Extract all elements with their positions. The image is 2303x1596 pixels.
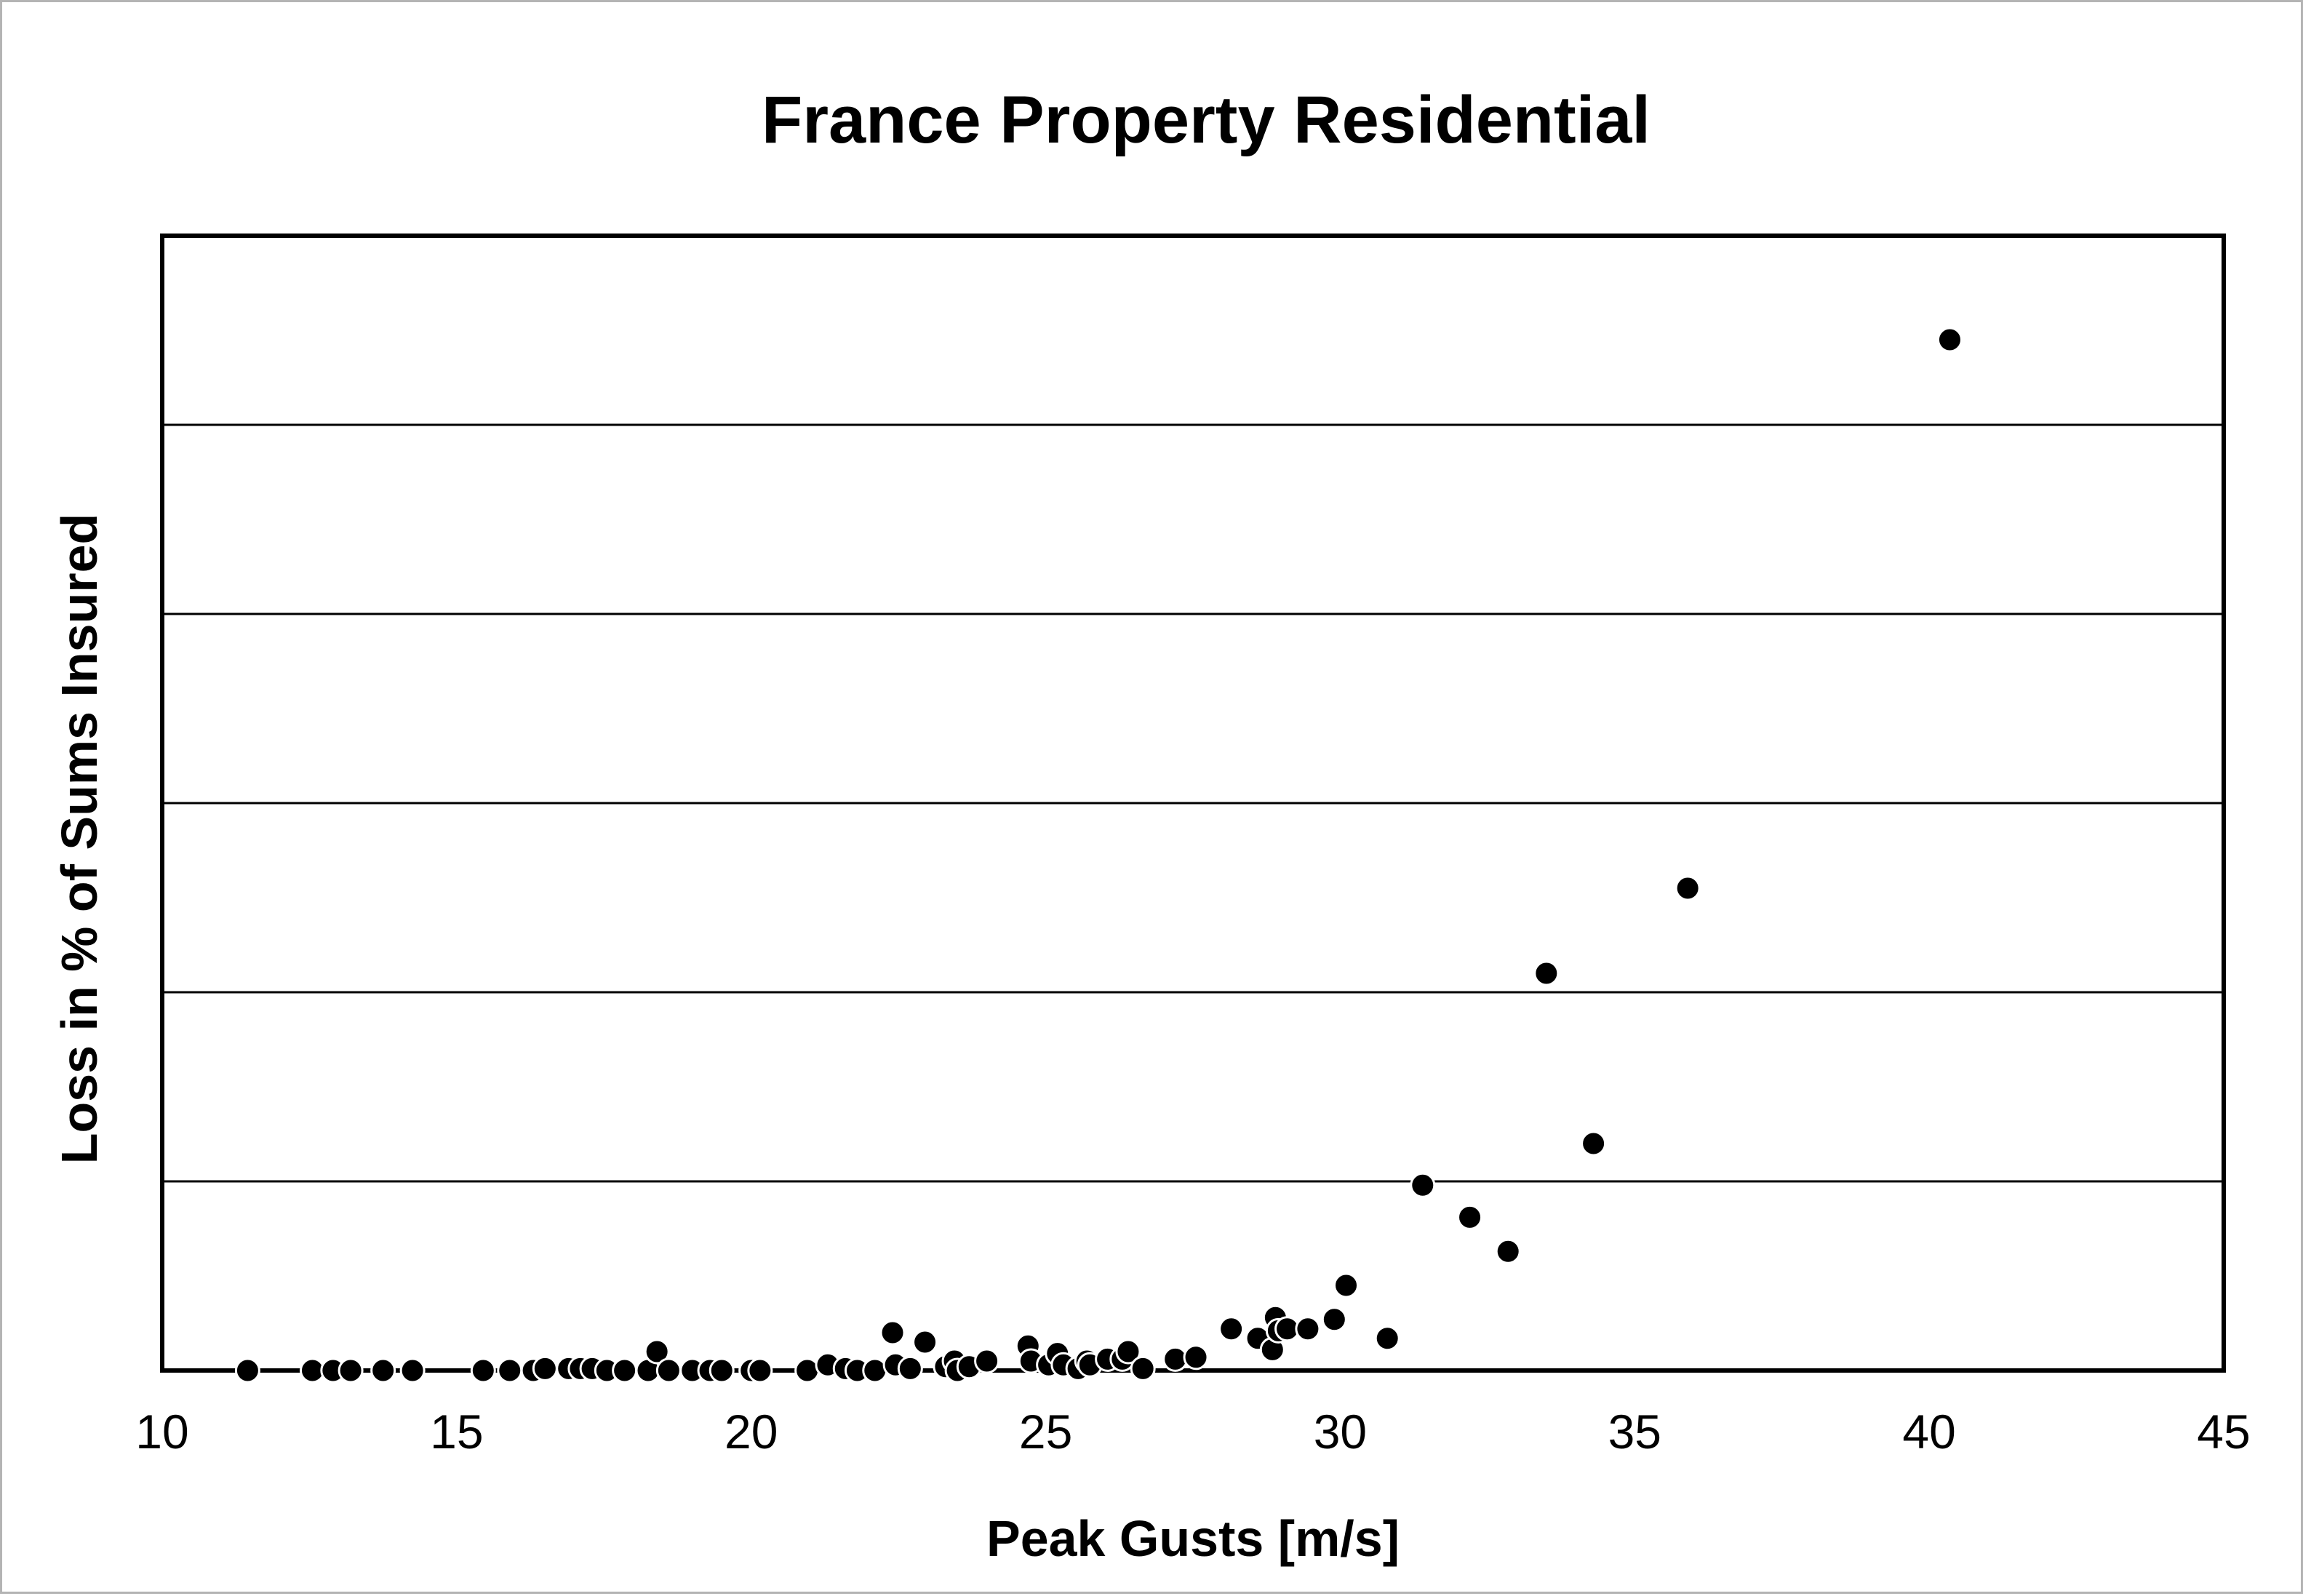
data-point — [655, 1357, 682, 1384]
data-points — [234, 327, 1963, 1384]
data-point — [234, 1357, 260, 1384]
x-tick-label: 20 — [725, 1405, 778, 1459]
x-axis-label: Peak Gusts [m/s] — [986, 1510, 1400, 1567]
data-point — [470, 1357, 496, 1384]
gridlines — [162, 423, 2224, 1183]
data-point — [1374, 1325, 1400, 1352]
data-point — [1218, 1316, 1245, 1342]
data-point — [897, 1355, 923, 1381]
data-point — [338, 1357, 364, 1384]
chart-title: France Property Residential — [762, 83, 1651, 157]
data-point — [1115, 1338, 1141, 1365]
x-tick-label: 10 — [135, 1405, 188, 1459]
data-point — [532, 1355, 558, 1381]
data-point — [974, 1348, 1000, 1374]
data-point — [1533, 960, 1560, 986]
data-point — [747, 1357, 773, 1384]
data-point — [1457, 1204, 1483, 1230]
data-point — [1183, 1344, 1209, 1370]
data-point — [612, 1357, 638, 1384]
x-tick-label: 30 — [1314, 1405, 1367, 1459]
data-point — [1410, 1172, 1436, 1198]
x-axis-tick-labels: 10 15 20 25 30 35 40 45 — [135, 1405, 2250, 1459]
data-point — [1495, 1238, 1521, 1264]
data-point — [912, 1329, 938, 1355]
x-tick-label: 15 — [430, 1405, 483, 1459]
x-tick-label: 45 — [2197, 1405, 2250, 1459]
data-point — [1333, 1272, 1360, 1298]
data-point — [1295, 1316, 1321, 1342]
data-point — [399, 1357, 426, 1384]
data-point — [1130, 1355, 1156, 1381]
x-tick-label: 35 — [1608, 1405, 1661, 1459]
data-point — [1321, 1306, 1347, 1333]
x-tick-label: 40 — [1902, 1405, 1955, 1459]
data-point — [709, 1357, 735, 1384]
data-point — [644, 1338, 670, 1365]
x-tick-label: 25 — [1019, 1405, 1072, 1459]
data-point — [370, 1357, 396, 1384]
plot-area-frame — [160, 234, 2226, 1373]
data-point — [1581, 1130, 1607, 1157]
data-point — [879, 1320, 906, 1346]
data-point — [1936, 327, 1963, 353]
data-point — [1675, 875, 1701, 901]
y-axis-label: Loss in % of Sums Insured — [51, 514, 108, 1165]
data-point — [497, 1357, 523, 1384]
